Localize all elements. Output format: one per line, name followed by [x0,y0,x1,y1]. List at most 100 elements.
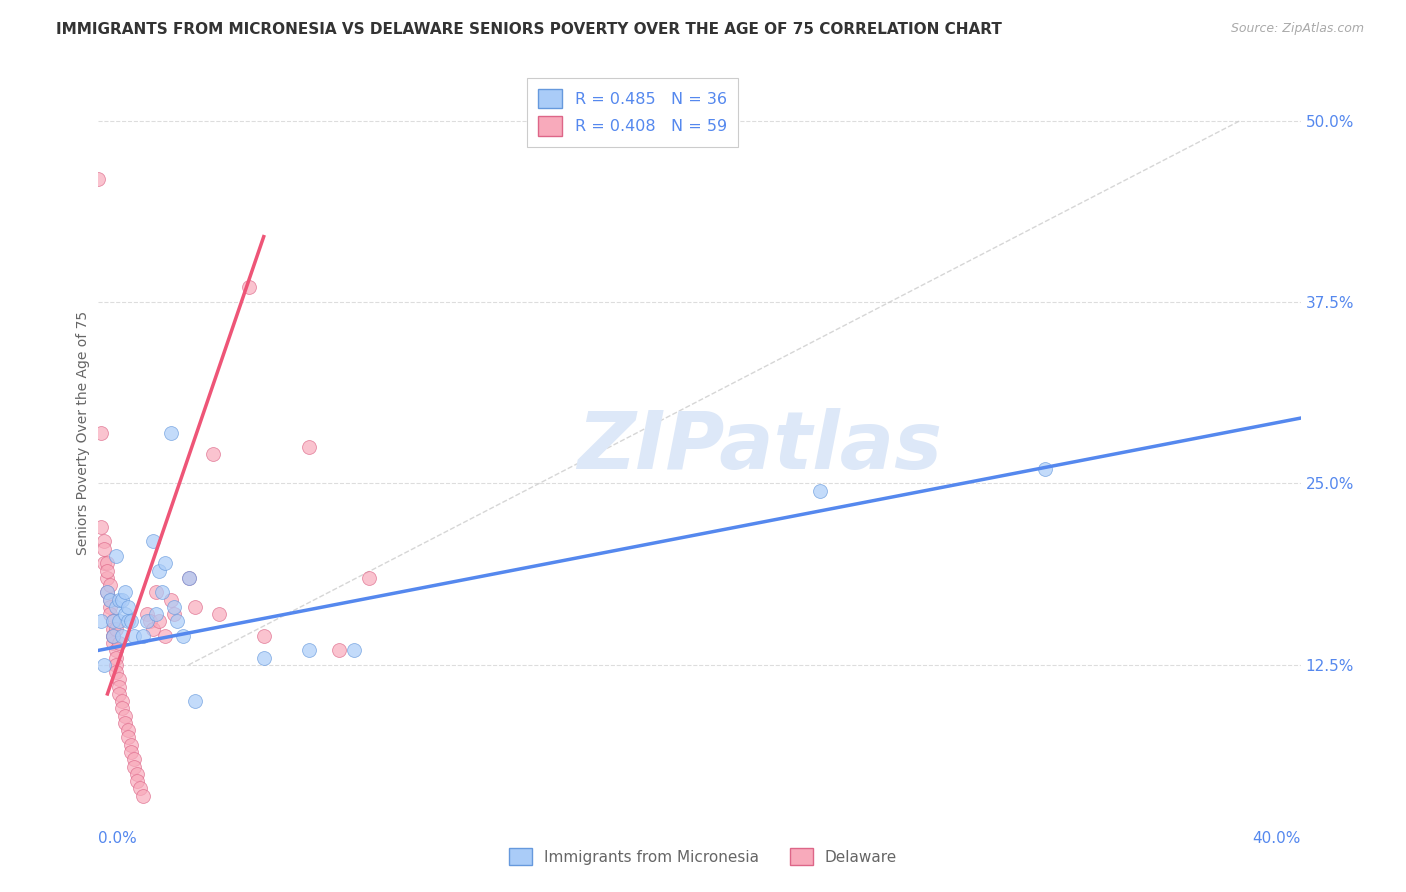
Point [328,643,350,657]
Point [124,759,146,773]
Point [103,629,125,643]
Text: Source: ZipAtlas.com: Source: ZipAtlas.com [1230,22,1364,36]
Point [108,673,131,687]
Point [172,629,194,643]
Point [183,599,205,614]
Point [108,615,131,629]
Point [87,171,110,186]
Point [177,571,200,585]
Point [132,789,155,803]
Point [117,731,139,745]
Point [1033,462,1056,476]
Point [145,607,167,621]
Point [111,694,134,708]
Point [121,738,143,752]
Point [100,578,122,592]
Point [100,599,122,614]
Point [808,483,831,498]
Point [105,650,128,665]
Point [145,585,167,599]
Point [127,766,149,780]
Point [238,280,260,294]
Point [96,564,118,578]
Point [108,687,131,701]
Point [114,585,136,599]
Point [105,549,128,563]
Point [93,541,115,556]
Point [90,615,112,629]
Point [108,636,131,650]
Point [117,615,139,629]
Point [153,629,176,643]
Point [105,622,128,636]
Point [93,657,115,672]
Point [357,571,380,585]
Text: 40.0%: 40.0% [1253,831,1301,846]
Point [103,636,125,650]
Point [96,585,118,599]
Point [105,643,128,657]
Point [298,643,321,657]
Point [90,520,112,534]
Point [117,599,139,614]
Point [253,650,276,665]
Point [103,615,125,629]
Legend: R = 0.485   N = 36, R = 0.408   N = 59: R = 0.485 N = 36, R = 0.408 N = 59 [527,78,738,147]
Text: IMMIGRANTS FROM MICRONESIA VS DELAWARE SENIORS POVERTY OVER THE AGE OF 75 CORREL: IMMIGRANTS FROM MICRONESIA VS DELAWARE S… [56,22,1002,37]
Point [150,585,173,599]
Point [141,622,163,636]
Point [124,629,146,643]
Point [132,629,155,643]
Y-axis label: Seniors Poverty Over the Age of 75: Seniors Poverty Over the Age of 75 [76,310,90,555]
Point [111,701,134,715]
Point [108,592,131,607]
Point [253,629,276,643]
Point [114,708,136,723]
Point [129,781,152,796]
Point [111,592,134,607]
Point [100,592,122,607]
Point [96,585,118,599]
Point [162,607,184,621]
Point [153,556,176,570]
Point [138,615,160,629]
Point [114,607,136,621]
Point [105,599,128,614]
Point [343,643,366,657]
Point [100,592,122,607]
Point [127,774,149,789]
Point [162,599,184,614]
Legend: Immigrants from Micronesia, Delaware: Immigrants from Micronesia, Delaware [503,842,903,871]
Point [100,607,122,621]
Point [114,715,136,730]
Point [103,615,125,629]
Point [108,680,131,694]
Point [298,440,321,454]
Point [201,447,224,461]
Point [103,629,125,643]
Point [208,607,231,621]
Point [105,657,128,672]
Point [148,615,170,629]
Point [159,425,181,440]
Text: 0.0%: 0.0% [98,831,138,846]
Point [121,615,143,629]
Point [148,564,170,578]
Point [141,534,163,549]
Point [103,629,125,643]
Point [121,745,143,759]
Point [111,629,134,643]
Point [177,571,200,585]
Point [96,571,118,585]
Point [117,723,139,738]
Point [105,665,128,680]
Point [96,556,118,570]
Point [183,694,205,708]
Point [159,592,181,607]
Point [135,615,157,629]
Point [124,752,146,766]
Point [93,556,115,570]
Point [93,534,115,549]
Point [103,622,125,636]
Point [166,615,188,629]
